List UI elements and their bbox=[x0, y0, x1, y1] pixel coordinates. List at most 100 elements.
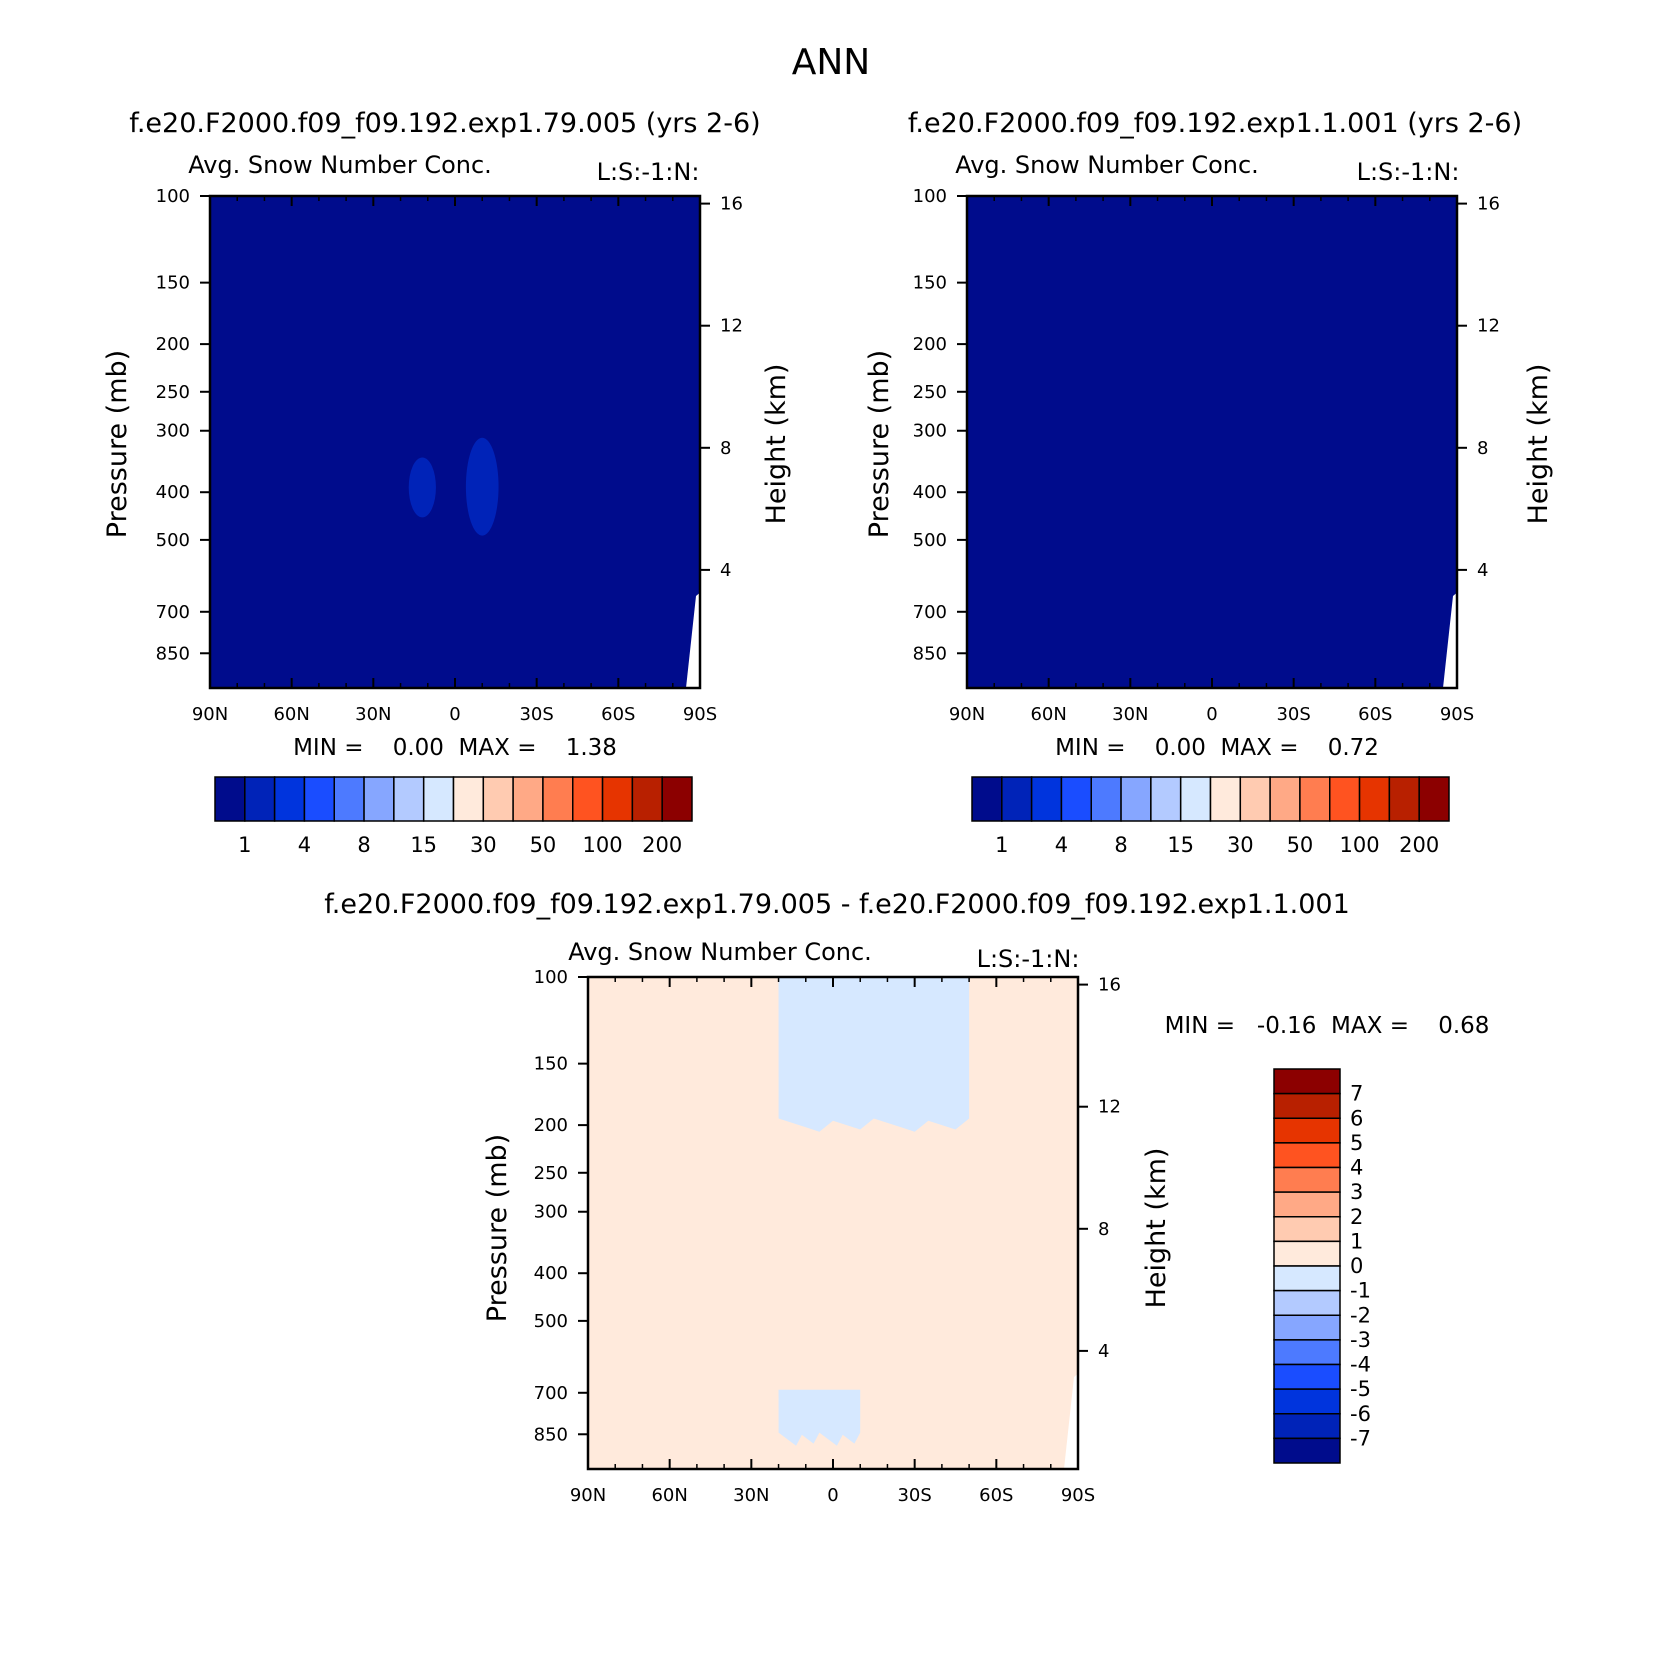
colorbar-box bbox=[244, 776, 276, 822]
colorbar-label: 200 bbox=[1399, 833, 1439, 857]
colorbar-box bbox=[1273, 1265, 1341, 1292]
colorbar-box bbox=[1179, 776, 1212, 822]
colorbar-box bbox=[572, 776, 604, 822]
contour-negative-region bbox=[778, 977, 970, 1132]
panel-right-minmax: MIN = 0.00 MAX = 0.72 bbox=[1055, 735, 1379, 761]
panel-left-title: f.e20.F2000.f09_f09.192.exp1.79.005 (yrs… bbox=[129, 108, 760, 139]
colorbar-box bbox=[542, 776, 574, 822]
y-tick-label: 400 bbox=[913, 482, 947, 503]
colorbar-label: -7 bbox=[1350, 1426, 1371, 1450]
colorbar-box bbox=[1273, 1166, 1341, 1193]
colorbar-label: 200 bbox=[642, 833, 682, 857]
y-right-tick-label: 8 bbox=[720, 438, 731, 459]
y-tick-label: 500 bbox=[913, 530, 947, 551]
x-tick-label: 30N bbox=[355, 704, 391, 725]
colorbar-label: 1 bbox=[995, 833, 1008, 857]
x-tick-label: 60S bbox=[1358, 704, 1392, 725]
colorbar-label: 5 bbox=[1350, 1131, 1363, 1155]
colorbar-label: 30 bbox=[1227, 833, 1254, 857]
y-tick-label: 150 bbox=[913, 273, 947, 294]
plot-area bbox=[210, 196, 700, 688]
x-tick-label: 30S bbox=[519, 704, 553, 725]
colorbar-box bbox=[1001, 776, 1033, 822]
field-background bbox=[967, 196, 1457, 688]
y-right-tick-label: 8 bbox=[1098, 1219, 1109, 1240]
colorbar-label: 4 bbox=[1055, 833, 1068, 857]
contour-feature bbox=[408, 457, 436, 518]
colorbar-box bbox=[1273, 1289, 1341, 1316]
y-right-tick-label: 4 bbox=[720, 560, 731, 581]
colorbar-label: 50 bbox=[530, 833, 557, 857]
colorbar-label: 4 bbox=[298, 833, 311, 857]
colorbar-box bbox=[601, 776, 634, 822]
x-tick-label: 60S bbox=[979, 1485, 1013, 1506]
panel-left-subtitle-right: L:S:-1:N: bbox=[597, 158, 700, 186]
colorbar-box bbox=[482, 776, 514, 822]
x-tick-label: 30S bbox=[897, 1485, 931, 1506]
x-tick-label: 60N bbox=[1030, 704, 1066, 725]
y-tick-label: 200 bbox=[534, 1115, 568, 1136]
missing-data bbox=[686, 592, 700, 688]
colorbar-label: 3 bbox=[1350, 1180, 1363, 1204]
y-tick-label: 500 bbox=[534, 1311, 568, 1332]
panel-left-ylabel-right: Height (km) bbox=[761, 364, 792, 525]
x-tick-label: 90N bbox=[192, 704, 228, 725]
y-right-tick-label: 12 bbox=[1098, 1097, 1121, 1118]
colorbar-box bbox=[363, 776, 395, 822]
panel-left-minmax: MIN = 0.00 MAX = 1.38 bbox=[293, 735, 617, 761]
missing-data bbox=[1064, 1373, 1078, 1469]
panel-diff-subtitle-right: L:S:-1:N: bbox=[977, 945, 1080, 973]
panel-diff: f.e20.F2000.f09_f09.192.exp1.79.005 - f.… bbox=[324, 889, 1489, 1506]
colorbar-label: 8 bbox=[357, 833, 370, 857]
y-right-tick-label: 4 bbox=[1477, 560, 1488, 581]
colorbar-box bbox=[1273, 1216, 1341, 1243]
colorbar-box bbox=[214, 776, 246, 822]
y-right-tick-label: 16 bbox=[1477, 194, 1500, 215]
panel-right-subtitle-right: L:S:-1:N: bbox=[1357, 158, 1460, 186]
colorbar-box bbox=[1273, 1437, 1341, 1464]
colorbar-box bbox=[661, 776, 693, 822]
panel-right: f.e20.F2000.f09_f09.192.exp1.1.001 (yrs … bbox=[864, 108, 1554, 857]
figure-title: ANN bbox=[792, 42, 871, 83]
colorbar-box bbox=[1273, 1191, 1341, 1218]
y-tick-label: 200 bbox=[913, 334, 947, 355]
y-tick-label: 150 bbox=[534, 1054, 568, 1075]
colorbar-box bbox=[1273, 1413, 1341, 1440]
colorbar-label: 50 bbox=[1287, 833, 1314, 857]
panel-diff-subtitle: Avg. Snow Number Conc. bbox=[568, 938, 872, 966]
colorbar-label: 6 bbox=[1350, 1106, 1363, 1130]
colorbar-label: 1 bbox=[1350, 1229, 1363, 1253]
colorbar-box bbox=[1273, 1117, 1341, 1144]
colorbar-box bbox=[1269, 776, 1301, 822]
colorbar-box bbox=[512, 776, 544, 822]
colorbar-box bbox=[303, 776, 335, 822]
colorbar-box bbox=[1273, 1092, 1341, 1119]
colorbar-label: 1 bbox=[238, 833, 251, 857]
colorbar-box bbox=[333, 776, 365, 822]
colorbar-box bbox=[1030, 776, 1063, 822]
colorbar-label: 15 bbox=[410, 833, 437, 857]
colorbar-box bbox=[1120, 776, 1152, 822]
x-tick-label: 60N bbox=[651, 1485, 687, 1506]
colorbar-label: -3 bbox=[1350, 1328, 1371, 1352]
colorbar-box bbox=[1273, 1068, 1341, 1095]
colorbar-label: 2 bbox=[1350, 1205, 1363, 1229]
panel-right-subtitle: Avg. Snow Number Conc. bbox=[955, 151, 1259, 179]
colorbar-box bbox=[1273, 1314, 1341, 1341]
x-tick-label: 0 bbox=[449, 704, 460, 725]
x-tick-label: 30S bbox=[1276, 704, 1310, 725]
y-tick-label: 200 bbox=[156, 334, 190, 355]
y-tick-label: 700 bbox=[534, 1383, 568, 1404]
x-tick-label: 60N bbox=[273, 704, 309, 725]
colorbar-box bbox=[1273, 1240, 1341, 1267]
plot-area bbox=[967, 196, 1457, 688]
colorbar-box bbox=[1239, 776, 1271, 822]
panel-left-subtitle: Avg. Snow Number Conc. bbox=[188, 151, 492, 179]
colorbar-label: 100 bbox=[1340, 833, 1380, 857]
field-background bbox=[210, 196, 700, 688]
colorbar-box bbox=[273, 776, 306, 822]
y-right-tick-label: 8 bbox=[1477, 438, 1488, 459]
colorbar-label: 100 bbox=[583, 833, 623, 857]
y-right-tick-label: 16 bbox=[1098, 975, 1121, 996]
